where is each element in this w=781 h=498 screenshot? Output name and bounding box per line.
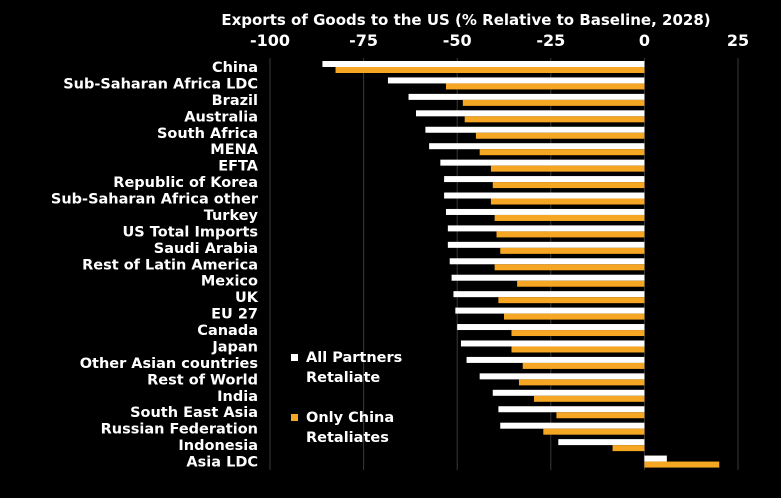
bar-all-partners bbox=[500, 422, 645, 429]
bar-all-partners bbox=[425, 126, 645, 133]
category-label: Saudi Arabia bbox=[154, 241, 258, 257]
bar-only-china bbox=[533, 395, 645, 402]
bar-all-partners bbox=[322, 61, 645, 67]
x-tick-label: 25 bbox=[727, 31, 749, 50]
bar-only-china bbox=[517, 280, 645, 287]
bar-only-china bbox=[492, 182, 645, 189]
category-label: Mexico bbox=[201, 274, 258, 290]
bar-all-partners bbox=[451, 274, 645, 281]
category-label: Other Asian countries bbox=[80, 356, 258, 372]
bar-all-partners bbox=[644, 455, 667, 462]
bar-only-china bbox=[490, 198, 645, 205]
bar-all-partners bbox=[455, 307, 645, 314]
x-tick-label: -100 bbox=[250, 31, 290, 50]
bar-only-china bbox=[475, 132, 645, 139]
bar-only-china bbox=[522, 362, 645, 369]
category-label: Australia bbox=[184, 109, 258, 125]
bar-only-china bbox=[518, 379, 645, 386]
bar-all-partners bbox=[447, 225, 645, 232]
category-label: EFTA bbox=[218, 159, 259, 175]
legend-swatch bbox=[291, 414, 298, 421]
bar-only-china bbox=[511, 330, 645, 337]
bar-only-china bbox=[490, 165, 645, 172]
category-label: Indonesia bbox=[178, 438, 258, 454]
category-label: Canada bbox=[197, 323, 258, 339]
category-label: Rest of World bbox=[147, 372, 258, 388]
bar-only-china bbox=[511, 346, 645, 353]
bar-all-partners bbox=[492, 389, 645, 396]
bar-only-china bbox=[464, 116, 645, 123]
legend-label: Retaliates bbox=[306, 430, 389, 446]
x-tick-label: -50 bbox=[443, 31, 472, 50]
x-tick-label: -25 bbox=[536, 31, 565, 50]
bar-all-partners bbox=[387, 77, 645, 84]
bar-all-partners bbox=[466, 356, 645, 363]
bar-all-partners bbox=[408, 93, 645, 100]
bar-all-partners bbox=[460, 340, 645, 347]
category-label: MENA bbox=[210, 142, 258, 158]
category-label: EU 27 bbox=[211, 307, 258, 323]
bar-only-china bbox=[479, 149, 645, 156]
x-tick-label: 0 bbox=[639, 31, 650, 50]
bar-only-china bbox=[494, 214, 645, 221]
bar-all-partners bbox=[440, 159, 645, 166]
category-label: UK bbox=[235, 290, 259, 306]
bar-only-china bbox=[644, 461, 720, 468]
bar-only-china bbox=[612, 445, 645, 452]
legend: All Partners Retaliate Only China Retaliate… bbox=[291, 350, 402, 446]
legend-label: Only China bbox=[306, 410, 394, 426]
bar-all-partners bbox=[449, 258, 645, 265]
bar-only-china bbox=[496, 231, 645, 238]
bar-all-partners bbox=[447, 241, 645, 248]
bar-all-partners bbox=[453, 291, 645, 298]
legend-swatch bbox=[291, 354, 298, 361]
category-label: South Africa bbox=[157, 126, 258, 142]
category-label: Republic of Korea bbox=[113, 175, 258, 191]
bar-all-partners bbox=[445, 208, 645, 215]
category-label: Russian Federation bbox=[101, 422, 258, 438]
bar-only-china bbox=[335, 67, 645, 73]
bar-only-china bbox=[504, 313, 645, 320]
bar-all-partners bbox=[457, 324, 645, 331]
category-label: Sub-Saharan Africa LDC bbox=[63, 76, 258, 92]
bar-only-china bbox=[556, 412, 645, 419]
category-label: Sub-Saharan Africa other bbox=[51, 192, 259, 208]
bar-all-partners bbox=[444, 192, 645, 199]
category-label: Turkey bbox=[204, 208, 259, 224]
bar-all-partners bbox=[558, 439, 645, 446]
chart-title: Exports of Goods to the US (% Relative t… bbox=[221, 11, 710, 29]
bar-only-china bbox=[498, 297, 645, 304]
category-label: Brazil bbox=[212, 93, 258, 109]
bar-all-partners bbox=[429, 143, 645, 150]
bar-only-china bbox=[543, 428, 645, 435]
x-tick-label: -75 bbox=[349, 31, 378, 50]
bar-all-partners bbox=[498, 406, 645, 413]
bars bbox=[322, 61, 720, 468]
legend-label: Retaliate bbox=[306, 370, 380, 386]
bar-only-china bbox=[445, 83, 645, 90]
x-axis-ticks: -100 -75 -50 -25 0 25 bbox=[250, 31, 749, 50]
bar-all-partners bbox=[479, 373, 645, 380]
category-label: US Total Imports bbox=[123, 224, 258, 240]
category-label: Rest of Latin America bbox=[82, 257, 258, 273]
bar-only-china bbox=[500, 247, 645, 254]
category-label: India bbox=[217, 389, 258, 405]
category-label: China bbox=[212, 60, 258, 76]
bar-only-china bbox=[494, 264, 645, 271]
bar-all-partners bbox=[416, 110, 645, 117]
bar-only-china bbox=[462, 99, 645, 106]
category-label: Asia LDC bbox=[186, 455, 258, 471]
legend-label: All Partners bbox=[306, 350, 402, 366]
category-label: Japan bbox=[211, 339, 258, 355]
category-label: South East Asia bbox=[130, 405, 258, 421]
bar-all-partners bbox=[444, 176, 645, 183]
